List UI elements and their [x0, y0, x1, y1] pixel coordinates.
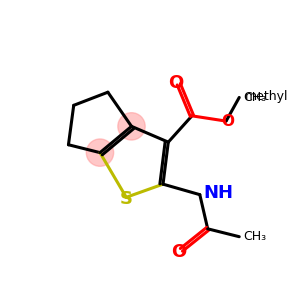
Text: S: S	[120, 190, 133, 208]
Text: CH₃: CH₃	[243, 230, 266, 243]
Text: CH₃: CH₃	[243, 91, 266, 104]
Text: methyl: methyl	[244, 90, 288, 103]
Text: NH: NH	[204, 184, 234, 202]
Text: O: O	[221, 114, 234, 129]
Text: O: O	[171, 244, 186, 262]
Text: O: O	[169, 74, 184, 92]
Circle shape	[118, 113, 145, 140]
Circle shape	[86, 139, 114, 166]
